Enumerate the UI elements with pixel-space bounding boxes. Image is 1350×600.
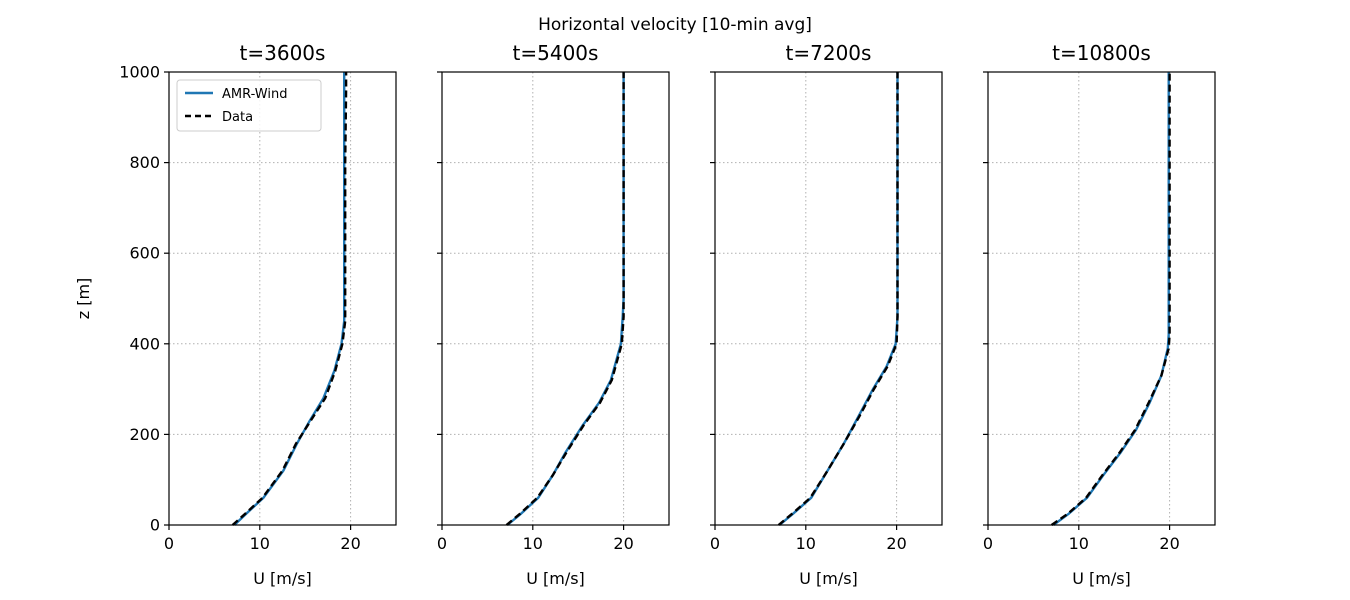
series-line-data [505,72,625,526]
subplot-2: 0 10 20 t=5400s U [m/s] [437,41,670,588]
y-tick-label: 1000 [119,63,160,82]
axes-frame [987,71,1216,526]
series-line-data [231,72,348,526]
series-line-amr-wind [1052,72,1170,526]
x-tick-label: 20 [886,534,906,553]
x-tick-label: 0 [164,534,174,553]
subplot-title: t=5400s [513,41,599,65]
x-tick-label: 20 [613,534,633,553]
y-tick-label: 200 [129,425,160,444]
x-axis-label: U [m/s] [253,569,312,588]
y-axis-label: z [m] [74,278,93,320]
axes-frame [441,71,670,526]
series-line-data [777,72,899,526]
subplot-title: t=7200s [786,41,872,65]
series-line-data [1050,72,1171,526]
legend: AMR-Wind Data [176,79,322,132]
x-tick-label: 20 [1159,534,1179,553]
x-axis-label: U [m/s] [799,569,858,588]
subplot-4: 0 10 20 t=10800s U [m/s] [983,41,1216,588]
axes-frame [168,71,397,526]
x-tick-label: 0 [437,534,447,553]
legend-label: AMR-Wind [222,87,287,102]
y-tick-label: 0 [150,516,160,535]
figure-title: Horizontal velocity [10-min avg] [538,15,812,35]
x-axis-label: U [m/s] [526,569,585,588]
x-tick-label: 10 [796,534,816,553]
y-tick-label: 400 [129,334,160,353]
x-tick-label: 20 [340,534,360,553]
x-tick-label: 10 [250,534,270,553]
subplot-title: t=10800s [1052,41,1151,65]
series-line-amr-wind [778,72,899,526]
axes-frame [714,71,943,526]
x-tick-label: 0 [983,534,993,553]
x-tick-label: 10 [1069,534,1089,553]
x-tick-label: 0 [710,534,720,553]
x-axis-label: U [m/s] [1072,569,1131,588]
subplot-3: 0 10 20 t=7200s U [m/s] [710,41,943,588]
y-tick-label: 600 [129,244,160,263]
y-tick-label: 800 [129,153,160,172]
subplot-title: t=3600s [240,41,326,65]
x-tick-label: 10 [523,534,543,553]
series-line-amr-wind [506,72,625,526]
legend-label: Data [222,110,253,125]
